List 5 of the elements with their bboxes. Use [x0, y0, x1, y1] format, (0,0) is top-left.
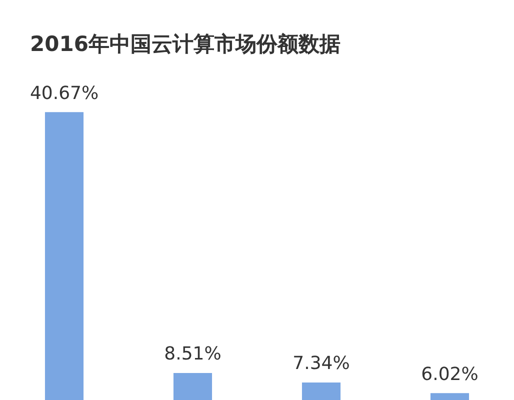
data-label: 7.34% [292, 353, 350, 374]
data-label: 8.51% [164, 344, 222, 365]
data-label: 40.67% [30, 82, 99, 104]
chart-title: 2016年中国云计算市场份额数据 [30, 31, 340, 58]
data-label: 6.02% [421, 364, 478, 385]
